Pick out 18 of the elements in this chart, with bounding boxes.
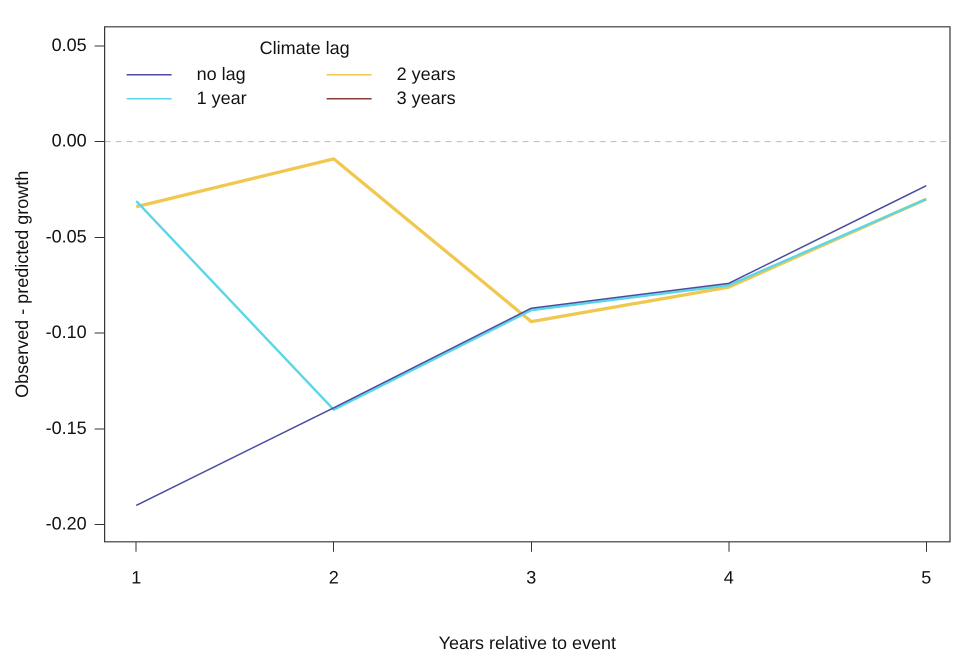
legend-label: 3 years <box>396 88 456 108</box>
x-axis-title: Years relative to event <box>438 633 616 654</box>
x-tick-label: 3 <box>526 568 536 588</box>
legend-label: 2 years <box>396 64 456 84</box>
y-tick-label: -0.20 <box>46 514 87 534</box>
y-tick-label: 0.05 <box>52 34 87 55</box>
x-tick-label: 2 <box>328 568 339 588</box>
y-tick-label: -0.05 <box>46 226 87 246</box>
x-tick-label: 4 <box>724 568 734 588</box>
y-axis-title: Observed - predicted growth <box>12 170 32 398</box>
y-tick-label: 0.00 <box>52 130 87 151</box>
legend-label: no lag <box>196 64 246 84</box>
x-tick-label: 5 <box>921 568 932 588</box>
y-tick-label: -0.10 <box>46 322 87 342</box>
x-tick-label: 1 <box>131 568 142 588</box>
legend-title: Climate lag <box>260 38 350 58</box>
legend-label: 1 year <box>196 88 247 108</box>
y-tick-label: -0.15 <box>46 418 87 438</box>
